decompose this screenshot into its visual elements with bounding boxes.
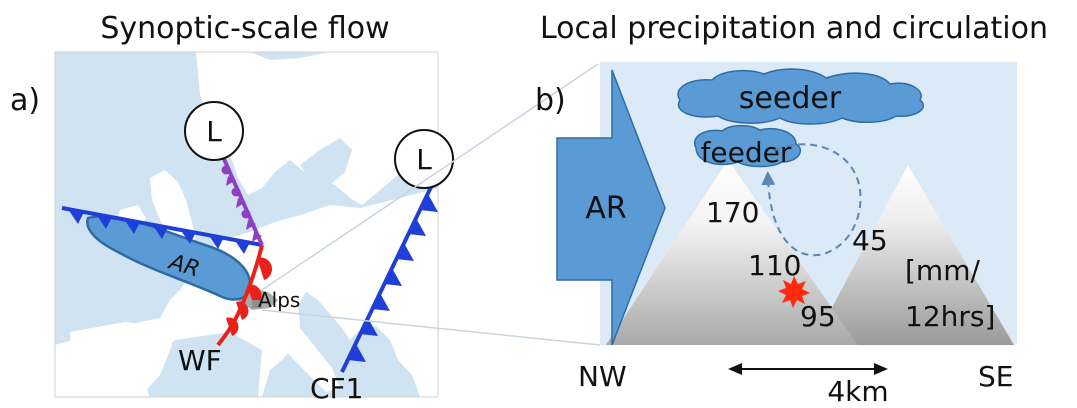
scale-arrow-right-head <box>874 363 888 375</box>
cf-triangle <box>208 234 224 249</box>
cf-triangle <box>152 224 168 239</box>
land-scandinavia <box>196 52 438 205</box>
occluded-triangle <box>252 232 262 242</box>
land-iberia <box>70 322 172 397</box>
low-pressure-circle-2 <box>394 129 454 189</box>
mountain-right <box>812 165 1014 345</box>
cold-front-west-triangles <box>68 209 250 254</box>
occluded-semicircle <box>231 187 241 197</box>
panel-a-title: Synoptic-scale flow <box>100 11 389 46</box>
feeder-label: feeder <box>701 136 792 169</box>
low-pressure-circle-1 <box>184 101 244 161</box>
cf-triangle <box>96 214 112 229</box>
cf-triangle <box>68 209 84 224</box>
cf1-triangle <box>348 344 366 362</box>
precip-value-170: 170 <box>706 196 759 229</box>
se-label: SE <box>978 360 1013 393</box>
cf1-triangle <box>396 243 414 261</box>
unit-line-1: [mm/ <box>905 254 980 287</box>
occluded-front-marks <box>221 165 262 242</box>
circulation-path <box>761 143 862 257</box>
occluded-semicircle <box>241 209 251 219</box>
feeder-cloud <box>693 124 802 168</box>
cf1-triangle <box>420 194 438 212</box>
cf1-triangle <box>408 218 426 236</box>
warm-front-line <box>216 244 264 347</box>
panel-a-label: a) <box>10 83 40 118</box>
station-star-icon <box>778 276 810 308</box>
land-italy <box>268 312 340 392</box>
cold-front-label: CF1 <box>310 372 363 405</box>
warm-front-label: WF <box>178 344 222 377</box>
scale-arrow <box>728 363 888 375</box>
cf1-triangle <box>360 318 378 336</box>
cf1-triangle <box>384 268 402 286</box>
warm-semicircle <box>226 317 239 336</box>
cf-triangle <box>234 239 250 254</box>
occluded-triangle <box>246 220 256 230</box>
warm-semicircle <box>257 257 273 280</box>
ar-arrow-label: AR <box>585 191 626 226</box>
sea-baltic <box>300 138 352 185</box>
unit-line-2: 12hrs] <box>905 300 995 333</box>
cf-triangle <box>180 229 196 244</box>
zoom-connector-top <box>261 63 599 291</box>
alps-marker <box>252 300 262 308</box>
cold-front-cf1-triangles <box>348 194 438 362</box>
seeder-cloud <box>677 68 925 125</box>
occluded-triangle <box>226 176 236 186</box>
panel-b-title: Local precipitation and circulation <box>540 11 1048 46</box>
precip-value-45: 45 <box>852 224 888 257</box>
map-border <box>54 51 439 398</box>
low-pressure-label-2: L <box>416 143 432 176</box>
scale-arrow-left-head <box>728 363 742 375</box>
zoom-connector-bottom <box>261 309 601 346</box>
low-pressure-label-1: L <box>206 115 222 148</box>
cf1-triangle <box>372 293 390 311</box>
occluded-semicircle <box>221 165 231 175</box>
ar-arrow <box>556 69 666 346</box>
panel-b-label: b) <box>535 83 566 118</box>
precip-value-95: 95 <box>800 300 836 333</box>
scale-label: 4km <box>827 375 888 408</box>
warm-semicircle <box>236 301 249 320</box>
alps-label: Alps <box>258 288 300 312</box>
precip-value-110: 110 <box>748 249 801 282</box>
seeder-label: seeder <box>739 81 842 116</box>
nw-label: NW <box>578 360 627 393</box>
occluded-triangle <box>236 198 246 208</box>
cf-triangle <box>124 219 140 234</box>
